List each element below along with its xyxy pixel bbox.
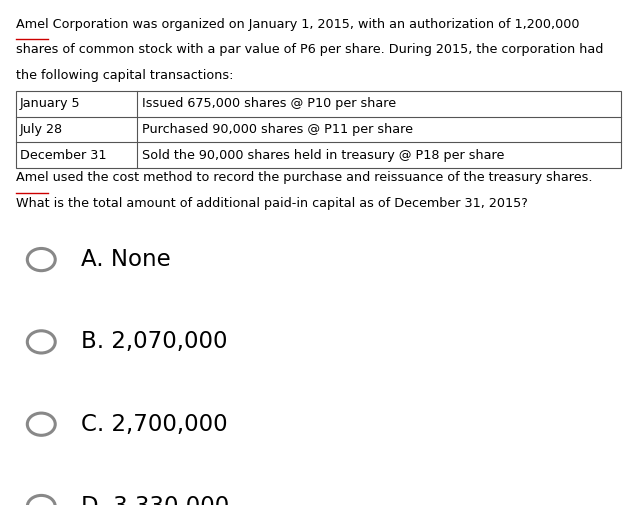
Text: July 28: July 28 — [20, 123, 63, 136]
Text: What is the total amount of additional paid-in capital as of December 31, 2015?: What is the total amount of additional p… — [16, 197, 528, 210]
Text: Sold the 90,000 shares held in treasury @ P18 per share: Sold the 90,000 shares held in treasury … — [142, 149, 504, 162]
Text: D. 3,330,000: D. 3,330,000 — [81, 495, 229, 505]
Text: Amel used the cost method to record the purchase and reissuance of the treasury : Amel used the cost method to record the … — [16, 171, 592, 184]
Text: Amel Corporation was organized on January 1, 2015, with an authorization of 1,20: Amel Corporation was organized on Januar… — [16, 18, 579, 31]
Text: Issued 675,000 shares @ P10 per share: Issued 675,000 shares @ P10 per share — [142, 97, 396, 110]
Text: the following capital transactions:: the following capital transactions: — [16, 69, 234, 82]
Text: Purchased 90,000 shares @ P11 per share: Purchased 90,000 shares @ P11 per share — [142, 123, 413, 136]
Text: shares of common stock with a par value of P6 per share. During 2015, the corpor: shares of common stock with a par value … — [16, 43, 603, 57]
Bar — [16, 91, 621, 168]
Text: C. 2,700,000: C. 2,700,000 — [81, 413, 228, 436]
Text: January 5: January 5 — [20, 97, 80, 110]
Text: December 31: December 31 — [20, 149, 106, 162]
Text: B. 2,070,000: B. 2,070,000 — [81, 330, 228, 354]
Text: A. None: A. None — [81, 248, 171, 271]
